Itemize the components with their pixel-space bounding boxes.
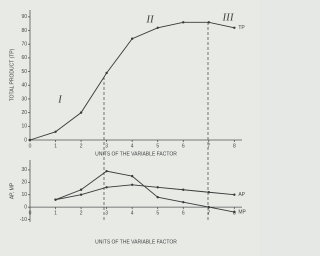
y-axis-label: TOTAL PRODUCT (TP) — [9, 48, 15, 101]
point — [80, 111, 82, 113]
x-tick-label: 3 — [105, 143, 108, 149]
annotation: II — [145, 14, 155, 26]
x-tick-label: 6 — [182, 143, 185, 149]
point — [233, 194, 235, 196]
y-tick-label: 20 — [21, 110, 27, 116]
y-tick-label: 30 — [21, 167, 27, 173]
y-tick-label: 80 — [21, 28, 27, 34]
y-tick-label: 10 — [21, 124, 27, 130]
point — [131, 175, 133, 177]
page: 0102030405060708090012345678UNITS OF THE… — [0, 0, 320, 256]
point — [182, 189, 184, 191]
y-tick-label: 40 — [21, 83, 27, 89]
point — [233, 211, 235, 213]
series-line — [30, 22, 234, 140]
point — [182, 201, 184, 203]
point — [105, 186, 107, 188]
point — [105, 170, 107, 172]
series-label: AP — [238, 192, 245, 198]
point — [131, 184, 133, 186]
series-line — [56, 171, 235, 212]
point — [208, 21, 210, 23]
x-tick-label: 2 — [80, 143, 83, 149]
point — [233, 27, 235, 29]
x-tick-label: 1 — [54, 210, 57, 216]
y-tick-label: 30 — [21, 96, 27, 102]
y-tick-label: 10 — [21, 192, 27, 198]
y-tick-label: -10 — [20, 217, 27, 223]
y-tick-label: 60 — [21, 55, 27, 61]
x-axis-label: UNITS OF THE VARIABLE FACTOR — [95, 151, 177, 157]
x-axis-label: UNITS OF THE VARIABLE FACTOR — [95, 239, 177, 245]
annotation: III — [222, 12, 235, 24]
y-tick-label: 50 — [21, 69, 27, 75]
x-tick-label: 4 — [131, 210, 134, 216]
y-tick-label: 90 — [21, 14, 27, 20]
x-tick-label: 1 — [54, 143, 57, 149]
y-tick-label: 70 — [21, 42, 27, 48]
series-label: MP — [238, 209, 246, 215]
x-tick-label: 7 — [207, 210, 210, 216]
x-tick-label: 5 — [156, 143, 159, 149]
point — [208, 206, 210, 208]
y-axis-label: AP, MP — [9, 182, 15, 199]
point — [208, 191, 210, 193]
x-tick-label: 0 — [29, 143, 32, 149]
point — [157, 186, 159, 188]
point — [157, 196, 159, 198]
x-tick-label: 2 — [80, 210, 83, 216]
y-tick-label: 0 — [24, 204, 27, 210]
x-tick-label: 7 — [207, 143, 210, 149]
point — [182, 21, 184, 23]
point — [157, 27, 159, 29]
point — [131, 38, 133, 40]
x-tick-label: 0 — [29, 210, 32, 216]
x-tick-label: 3 — [105, 210, 108, 216]
point — [80, 189, 82, 191]
point — [80, 194, 82, 196]
x-tick-label: 5 — [156, 210, 159, 216]
x-tick-label: 8 — [233, 143, 236, 149]
point — [54, 198, 56, 200]
series-label: TP — [238, 25, 245, 31]
point — [54, 131, 56, 133]
point — [105, 72, 107, 74]
y-tick-label: 20 — [21, 180, 27, 186]
y-tick-label: 0 — [24, 137, 27, 143]
x-tick-label: 6 — [182, 210, 185, 216]
x-tick-label: 4 — [131, 143, 134, 149]
annotation: I — [57, 94, 63, 106]
point — [29, 139, 31, 141]
